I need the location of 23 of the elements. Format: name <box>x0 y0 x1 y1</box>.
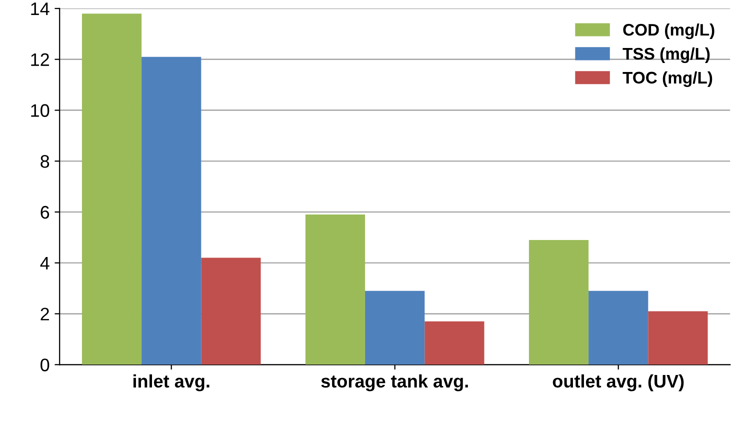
legend-label: TOC (mg/L) <box>622 71 712 87</box>
legend-label: COD (mg/L) <box>623 23 714 40</box>
y-tick-label: 8 <box>40 155 50 168</box>
bar <box>142 56 202 365</box>
legend-label: TSS (mg/L) <box>622 47 710 64</box>
y-tick-label: 6 <box>40 206 50 219</box>
x-tick-label: outlet avg. (UV) <box>552 374 684 392</box>
y-tick-label: 12 <box>31 53 49 66</box>
bar <box>365 290 425 365</box>
y-tick-label: 4 <box>40 257 50 270</box>
bar <box>588 290 648 365</box>
bar <box>528 240 589 365</box>
y-tick-label: 10 <box>31 104 50 117</box>
bar <box>201 258 261 365</box>
y-tick-label: 0 <box>40 358 50 372</box>
x-tick-label: storage tank avg. <box>321 374 468 392</box>
bar <box>82 14 142 365</box>
bar <box>305 214 366 365</box>
x-tick-label: inlet avg. <box>133 374 210 392</box>
y-tick-label: 14 <box>31 2 50 16</box>
bar <box>648 311 708 365</box>
bar <box>424 321 484 365</box>
y-tick-label: 2 <box>40 308 49 320</box>
